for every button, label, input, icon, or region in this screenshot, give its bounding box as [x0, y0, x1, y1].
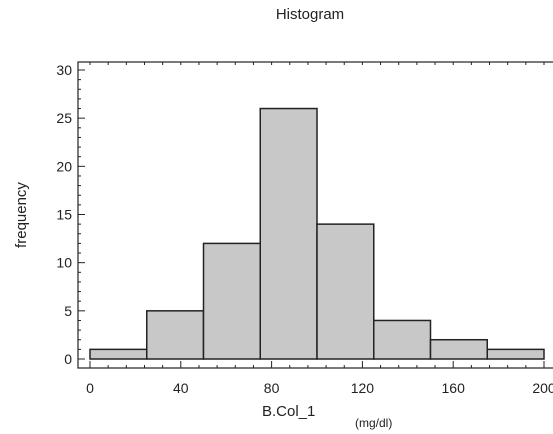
ticks-layer: 0 5 10 15 20 25 30 0 40 80 120 160 200 [56, 62, 553, 396]
y-axis-label: frequency [13, 182, 30, 248]
x-tick-label: 160 [442, 380, 466, 396]
y-tick-label: 20 [56, 158, 72, 174]
x-tick-label: 200 [532, 380, 553, 396]
x-tick-label: 40 [173, 380, 189, 396]
y-tick-label: 30 [56, 62, 72, 78]
x-tick-label: 80 [264, 380, 280, 396]
histogram-bar [316, 223, 375, 360]
x-axis-unit-label: (mg/dl) [355, 416, 392, 430]
y-tick-label: 15 [56, 207, 72, 223]
bars-layer [89, 107, 545, 360]
histogram-bar [486, 348, 545, 360]
x-tick-label: 0 [86, 380, 94, 396]
y-tick-label: 10 [56, 255, 72, 271]
histogram-bar [259, 107, 318, 360]
x-tick-label: 120 [351, 380, 375, 396]
histogram-bar [89, 348, 148, 360]
chart-title: Histogram [275, 6, 345, 23]
histogram-bar [146, 310, 205, 360]
y-tick-label: 5 [64, 303, 72, 319]
histogram-bar [373, 319, 432, 360]
x-axis-label: B.Col_1 [262, 403, 315, 420]
y-tick-label: 25 [56, 110, 72, 126]
y-tick-label: 0 [64, 351, 72, 367]
histogram-bar [429, 338, 488, 360]
histogram-bar [202, 242, 261, 360]
